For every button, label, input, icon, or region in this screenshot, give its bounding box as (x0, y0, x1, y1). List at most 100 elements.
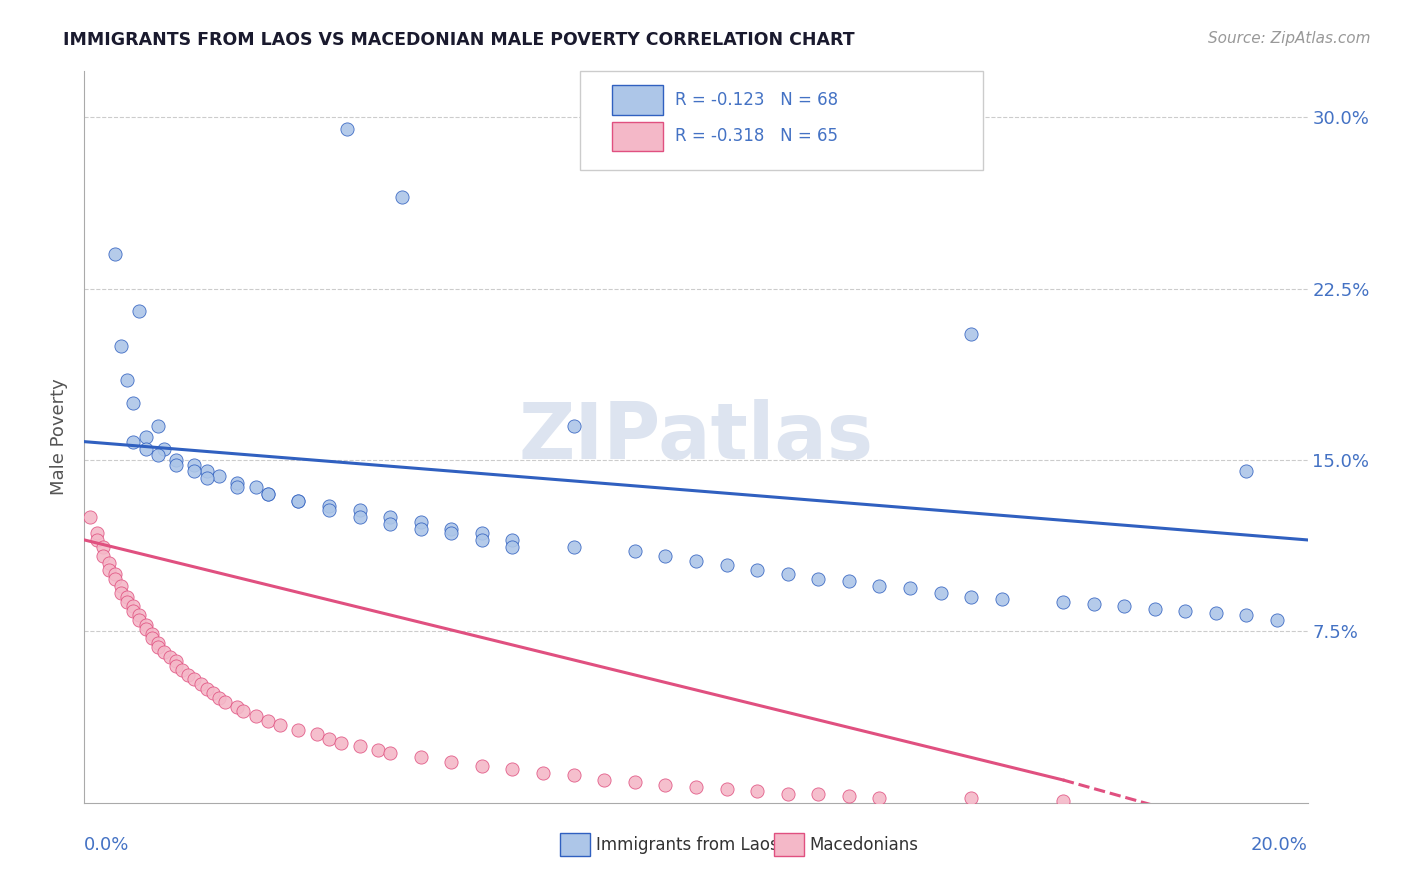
FancyBboxPatch shape (612, 122, 664, 151)
Point (367, 743, 389, 757)
Point (380, 746, 402, 760)
Point (807, 572, 830, 586)
Point (1205, 606, 1227, 620)
Point (91, 540, 114, 554)
Point (318, 731, 340, 746)
Point (471, 533, 494, 547)
Point (214, 695, 236, 709)
Point (135, 430, 157, 444)
Point (960, 791, 983, 805)
Point (654, 778, 676, 792)
Text: 20.0%: 20.0% (1251, 836, 1308, 854)
Point (165, 654, 187, 668)
Point (245, 480, 267, 494)
Point (869, 579, 891, 593)
Point (440, 521, 463, 535)
Point (531, 766, 554, 780)
Point (115, 590, 138, 604)
Point (380, 510, 402, 524)
Text: R = -0.318   N = 65: R = -0.318 N = 65 (675, 128, 838, 145)
Point (245, 709, 267, 723)
Point (1236, 608, 1258, 623)
Point (165, 658, 187, 673)
Point (104, 247, 127, 261)
Point (716, 782, 738, 797)
Point (440, 755, 463, 769)
Text: ZIPatlas: ZIPatlas (519, 399, 873, 475)
Point (747, 563, 769, 577)
Point (226, 699, 249, 714)
Text: Source: ZipAtlas.com: Source: ZipAtlas.com (1208, 31, 1371, 46)
Point (122, 604, 145, 618)
Point (960, 590, 983, 604)
Point (190, 677, 212, 691)
Point (165, 453, 187, 467)
Point (97, 563, 120, 577)
Point (159, 649, 181, 664)
Point (898, 581, 921, 595)
Point (146, 636, 169, 650)
FancyBboxPatch shape (775, 833, 804, 856)
Point (128, 613, 150, 627)
Point (349, 739, 371, 753)
Point (1143, 601, 1166, 615)
Point (685, 780, 707, 794)
Point (201, 686, 224, 700)
Point (336, 121, 359, 136)
Point (177, 667, 200, 681)
Point (110, 338, 132, 352)
Point (409, 515, 432, 529)
Point (349, 503, 371, 517)
Point (141, 626, 163, 640)
Point (97, 556, 120, 570)
Point (685, 553, 707, 567)
Text: 0.0%: 0.0% (84, 836, 129, 854)
Point (195, 464, 218, 478)
Point (318, 499, 340, 513)
Point (776, 567, 799, 582)
Point (747, 784, 769, 798)
Text: R = -0.123   N = 68: R = -0.123 N = 68 (675, 91, 838, 109)
Point (110, 585, 132, 599)
Point (287, 723, 309, 737)
Point (471, 526, 494, 541)
FancyBboxPatch shape (560, 833, 589, 856)
Point (624, 544, 647, 558)
Point (440, 526, 463, 541)
Point (146, 640, 169, 655)
Point (122, 396, 145, 410)
Point (287, 494, 309, 508)
FancyBboxPatch shape (579, 71, 983, 170)
Point (1052, 595, 1074, 609)
Point (86, 526, 108, 541)
Point (208, 469, 231, 483)
Point (960, 327, 983, 342)
Point (380, 516, 402, 531)
Point (305, 727, 328, 741)
Point (153, 442, 176, 456)
Point (409, 521, 432, 535)
Point (1052, 793, 1074, 807)
Point (165, 458, 187, 472)
Point (1174, 604, 1197, 618)
Point (1265, 613, 1288, 627)
Point (807, 787, 830, 801)
Point (115, 373, 138, 387)
Point (1114, 599, 1136, 614)
Point (1236, 464, 1258, 478)
Point (838, 574, 860, 588)
Point (226, 475, 249, 490)
Point (79, 510, 101, 524)
Point (232, 705, 254, 719)
FancyBboxPatch shape (612, 86, 664, 114)
Point (128, 608, 150, 623)
Point (318, 503, 340, 517)
Point (153, 645, 176, 659)
Point (838, 789, 860, 803)
Point (593, 772, 616, 787)
Point (146, 449, 169, 463)
Point (391, 190, 413, 204)
Point (716, 558, 738, 573)
Point (1083, 597, 1105, 611)
Point (257, 487, 280, 501)
